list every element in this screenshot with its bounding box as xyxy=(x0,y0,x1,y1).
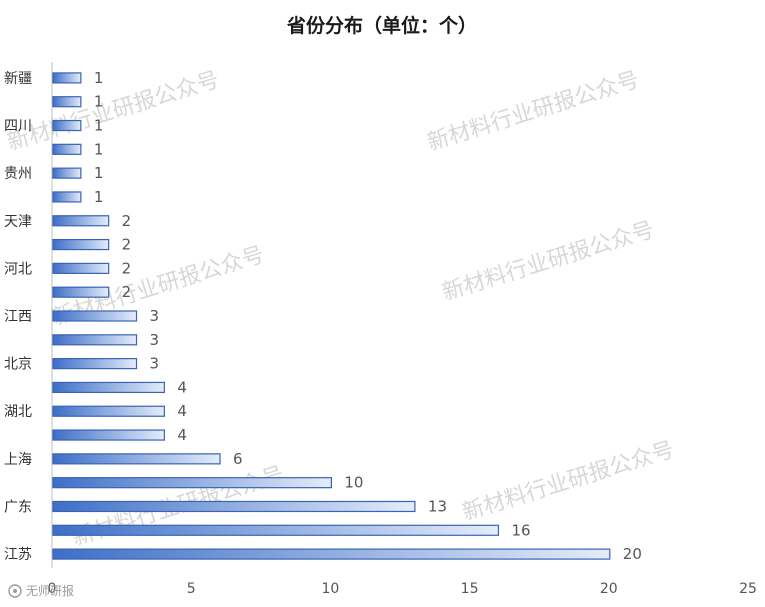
category-label-10: 江西 xyxy=(4,309,32,325)
logo-text: 无师研报 xyxy=(26,583,74,598)
bar-18 xyxy=(52,500,416,513)
bars-layer xyxy=(52,72,611,560)
bar-9 xyxy=(52,286,110,298)
x-tick-label-4: 20 xyxy=(600,581,618,597)
bar-7 xyxy=(52,238,110,251)
bar-19 xyxy=(52,524,500,536)
bar-14 xyxy=(52,405,165,417)
value-label-12: 3 xyxy=(150,355,160,373)
value-label-19: 16 xyxy=(511,521,530,539)
category-label-20: 江苏 xyxy=(4,547,32,563)
logo: 无师研报 xyxy=(8,583,74,598)
category-label-4: 贵州 xyxy=(4,166,32,182)
bar-0 xyxy=(52,72,82,84)
value-label-11: 3 xyxy=(150,331,160,349)
category-label-12: 北京 xyxy=(4,357,32,373)
x-tick-label-2: 10 xyxy=(321,581,339,597)
value-label-2: 1 xyxy=(94,117,104,135)
value-label-4: 1 xyxy=(94,164,104,182)
bar-17 xyxy=(52,477,332,489)
bar-3 xyxy=(52,143,82,155)
category-label-0: 新疆 xyxy=(4,71,32,87)
category-label-8: 河北 xyxy=(4,261,32,277)
value-label-0: 1 xyxy=(94,69,104,87)
category-label-18: 广东 xyxy=(4,499,32,515)
value-label-15: 4 xyxy=(177,426,187,444)
bar-13 xyxy=(52,381,165,394)
bar-11 xyxy=(52,334,138,346)
bar-5 xyxy=(52,191,82,203)
bar-4 xyxy=(52,167,82,179)
watermark-0: 新材料行业研报公众号 xyxy=(4,68,222,156)
category-label-16: 上海 xyxy=(4,452,32,468)
value-label-3: 1 xyxy=(94,140,104,158)
category-label-2: 四川 xyxy=(4,119,32,135)
category-label-6: 天津 xyxy=(4,214,32,230)
value-label-20: 20 xyxy=(623,545,642,563)
bar-8 xyxy=(52,262,110,274)
x-tick-label-0: 0 xyxy=(48,581,57,597)
value-label-13: 4 xyxy=(177,378,187,396)
x-axis-ticks: 0 5 10 15 20 25 xyxy=(48,581,757,597)
value-label-16: 6 xyxy=(233,450,243,468)
watermark-2: 新材料行业研报公众号 xyxy=(439,218,657,306)
bar-1 xyxy=(52,96,82,108)
value-label-14: 4 xyxy=(177,402,187,420)
watermark-4: 新材料行业研报公众号 xyxy=(459,438,677,526)
value-label-5: 1 xyxy=(94,188,104,206)
x-tick-label-3: 15 xyxy=(461,581,479,597)
value-label-17: 10 xyxy=(344,474,363,492)
value-label-8: 2 xyxy=(122,259,132,277)
value-label-1: 1 xyxy=(94,93,104,111)
bar-12 xyxy=(52,358,138,370)
logo-icon xyxy=(8,584,22,598)
chart-title: 省份分布（单位：个） xyxy=(286,14,477,37)
x-tick-label-1: 5 xyxy=(187,581,196,597)
bar-10 xyxy=(52,310,138,322)
bar-6 xyxy=(52,215,110,227)
watermark-1: 新材料行业研报公众号 xyxy=(424,68,642,156)
value-label-18: 13 xyxy=(428,497,447,515)
value-label-9: 2 xyxy=(122,283,132,301)
bar-15 xyxy=(52,429,165,441)
value-label-6: 2 xyxy=(122,212,132,230)
x-tick-label-5: 25 xyxy=(739,581,757,597)
bar-20 xyxy=(52,548,611,560)
bar-16 xyxy=(52,453,221,465)
value-label-7: 2 xyxy=(122,236,132,254)
bar-2 xyxy=(52,119,82,132)
value-label-10: 3 xyxy=(150,307,160,325)
category-label-14: 湖北 xyxy=(4,404,32,420)
